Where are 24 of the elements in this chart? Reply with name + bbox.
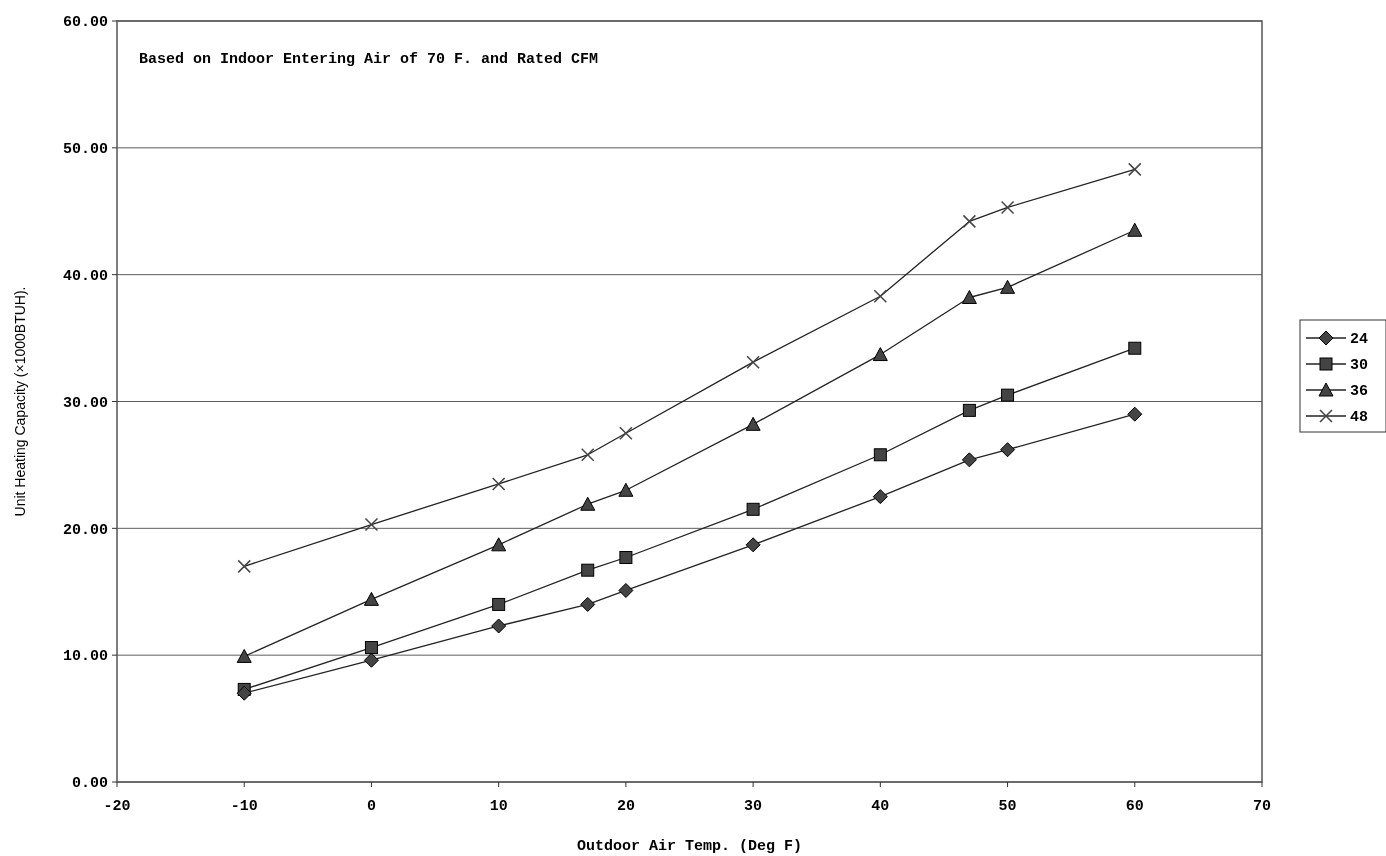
legend-label: 36 bbox=[1350, 383, 1369, 401]
x-tick-label: 20 bbox=[616, 798, 635, 815]
x-tick-label: -20 bbox=[103, 798, 131, 815]
x-tick-label: 10 bbox=[489, 798, 508, 815]
y-tick-label: 20.00 bbox=[62, 521, 108, 539]
legend-label: 24 bbox=[1350, 331, 1369, 349]
y-tick-label: 0.00 bbox=[71, 775, 108, 793]
x-tick-label: 60 bbox=[1125, 798, 1144, 815]
x-tick-label: -10 bbox=[230, 798, 258, 815]
y-tick-label: 10.00 bbox=[62, 648, 108, 666]
annotation: Based on Indoor Entering Air of 70 F. and Rated CFM bbox=[139, 51, 599, 68]
x-tick-label: 30 bbox=[744, 798, 763, 815]
x-tick-label: 0 bbox=[366, 798, 376, 815]
x-axis-title: Outdoor Air Temp. (Deg F) bbox=[576, 838, 803, 855]
y-axis-title: Unit Heating Capacity (×1000BTUH). bbox=[12, 286, 28, 517]
y-tick-label: 30.00 bbox=[62, 394, 108, 412]
x-tick-label: 70 bbox=[1252, 798, 1272, 815]
legend-label: 48 bbox=[1350, 409, 1369, 427]
x-tick-label: 50 bbox=[998, 798, 1017, 815]
legend-label: 30 bbox=[1350, 357, 1369, 375]
y-tick-label: 40.00 bbox=[62, 267, 108, 285]
x-tick-label: 40 bbox=[871, 798, 890, 815]
y-tick-label: 50.00 bbox=[62, 141, 108, 159]
y-tick-label: 60.00 bbox=[62, 14, 108, 32]
